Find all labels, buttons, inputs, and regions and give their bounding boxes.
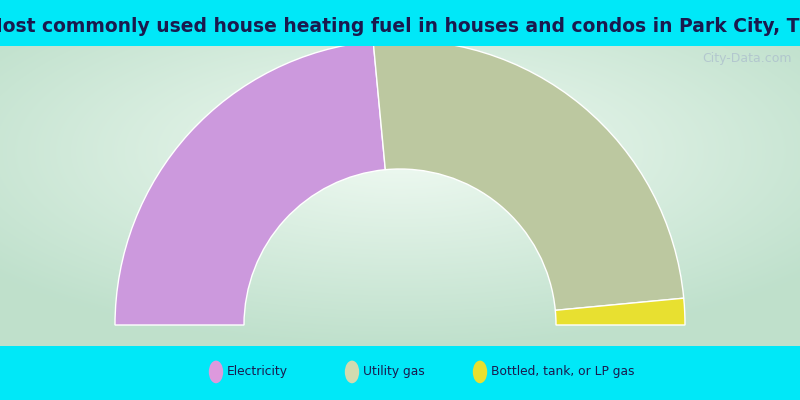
- Text: Electricity: Electricity: [227, 366, 288, 378]
- Wedge shape: [373, 40, 684, 310]
- Text: City-Data.com: City-Data.com: [702, 52, 792, 65]
- Text: Most commonly used house heating fuel in houses and condos in Park City, TN: Most commonly used house heating fuel in…: [0, 17, 800, 36]
- Text: Utility gas: Utility gas: [363, 366, 425, 378]
- Ellipse shape: [473, 360, 487, 383]
- Wedge shape: [115, 41, 386, 325]
- Wedge shape: [555, 298, 685, 325]
- Text: Bottled, tank, or LP gas: Bottled, tank, or LP gas: [491, 366, 634, 378]
- Ellipse shape: [209, 360, 223, 383]
- Ellipse shape: [345, 360, 359, 383]
